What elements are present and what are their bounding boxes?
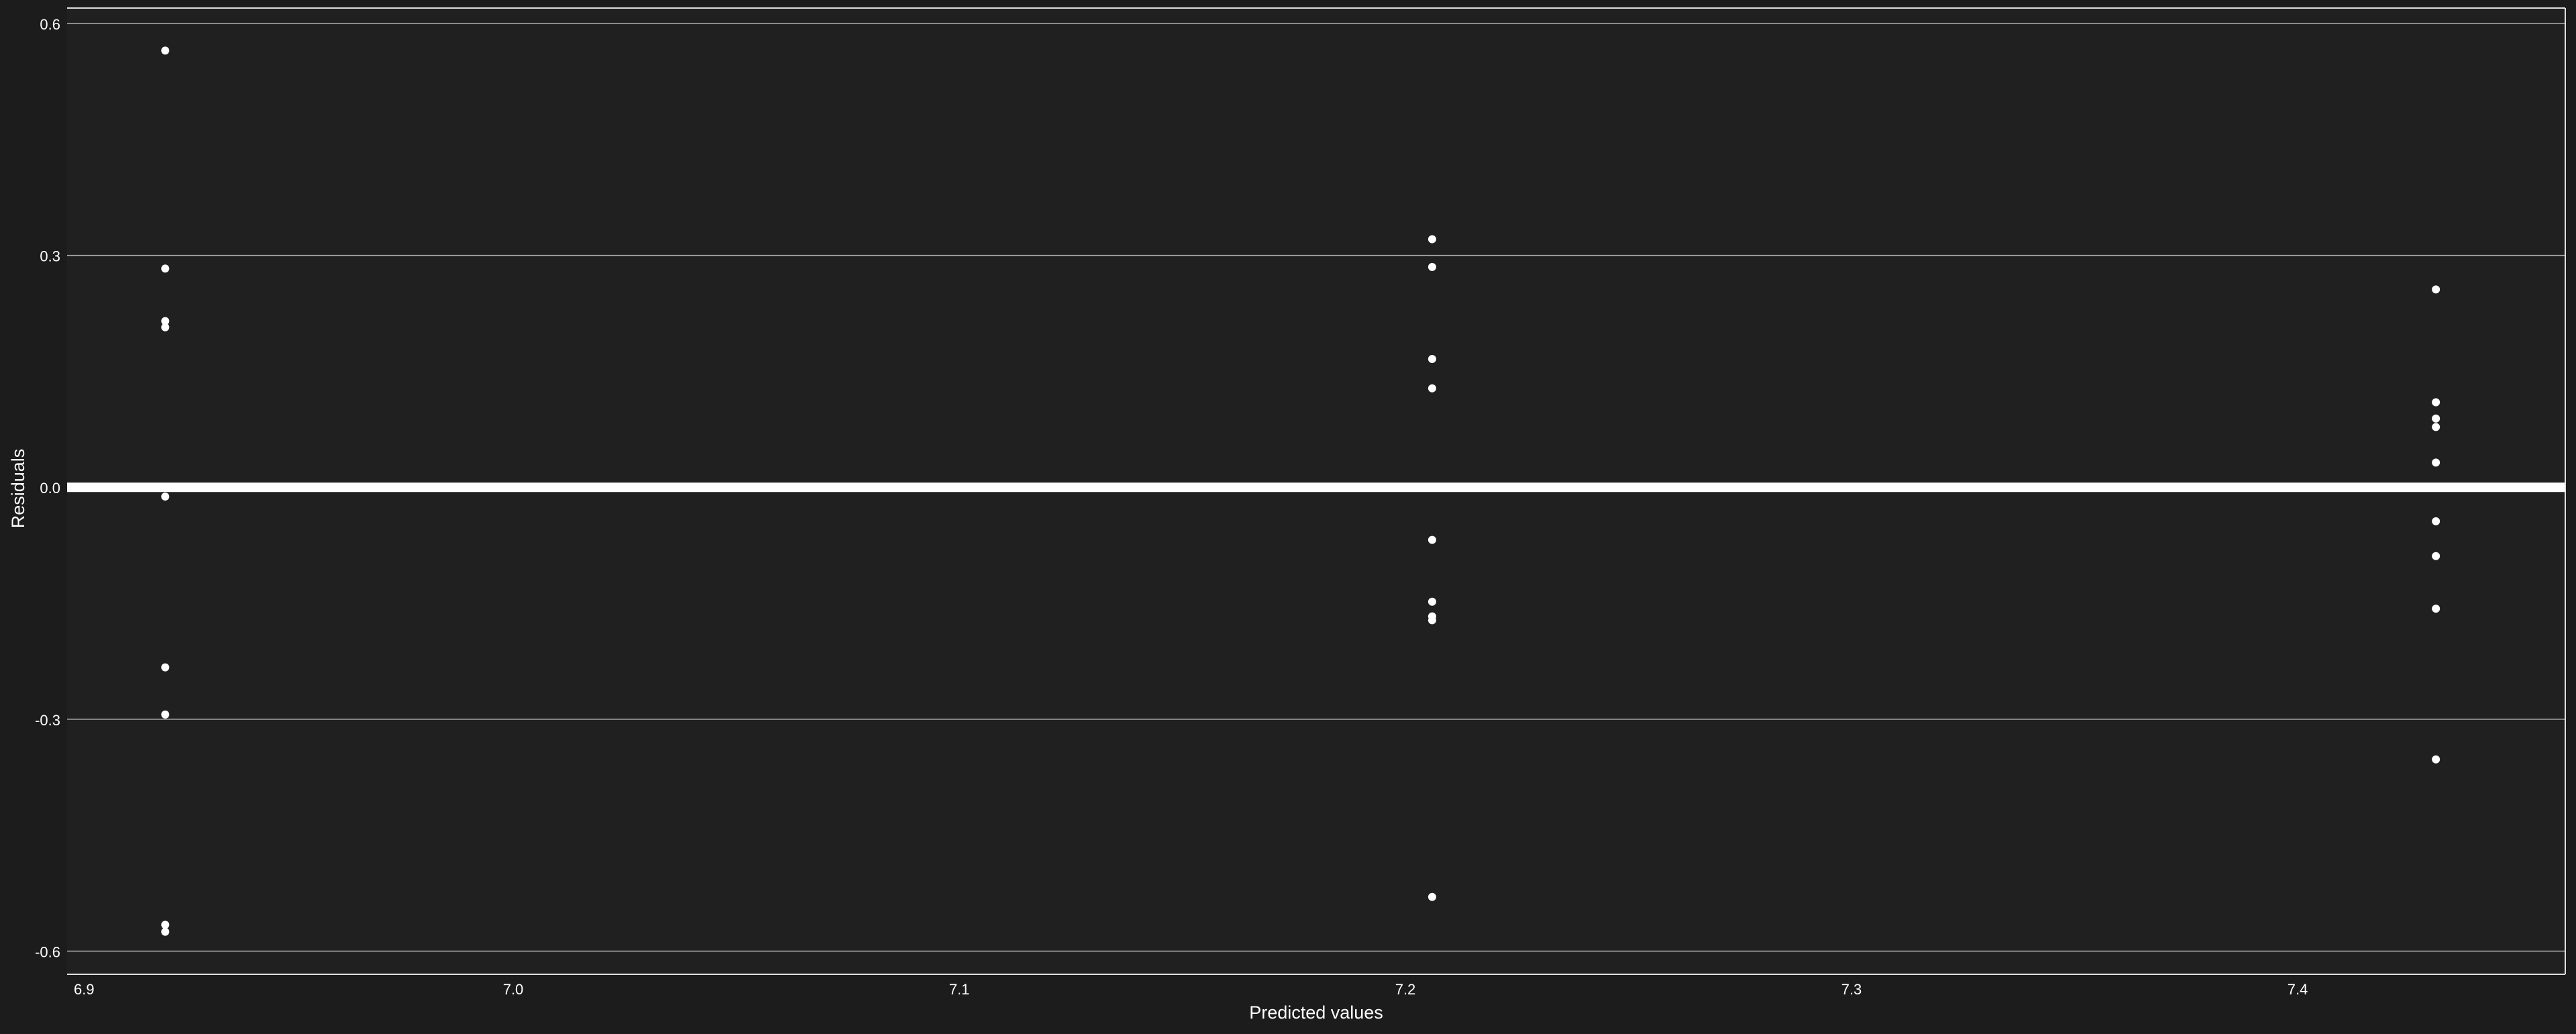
data-point xyxy=(161,921,170,929)
y-tick-label: 0.6 xyxy=(40,16,60,33)
data-point xyxy=(1428,262,1436,271)
y-tick-labels: -0.6 -0.3 0.0 0.3 0.6 xyxy=(35,16,60,960)
data-point xyxy=(2432,552,2440,560)
data-point xyxy=(1428,355,1436,364)
data-point xyxy=(161,710,170,719)
x-tick-label: 7.3 xyxy=(1841,981,1862,998)
x-tick-labels: 6.9 7.0 7.1 7.2 7.3 7.4 xyxy=(74,981,2308,998)
data-point xyxy=(1428,616,1436,625)
data-point xyxy=(1428,597,1436,606)
y-tick-label: -0.6 xyxy=(35,943,60,960)
data-point xyxy=(2432,285,2440,294)
data-point xyxy=(2432,398,2440,407)
data-point xyxy=(161,663,170,672)
x-tick-label: 7.1 xyxy=(949,981,970,998)
x-tick-label: 7.0 xyxy=(503,981,524,998)
data-point xyxy=(1428,892,1436,901)
data-point xyxy=(1428,535,1436,544)
data-point xyxy=(1428,235,1436,244)
data-point xyxy=(161,323,170,331)
data-point xyxy=(161,46,170,55)
data-point xyxy=(2432,414,2440,423)
grid-lines xyxy=(67,23,2565,952)
data-point xyxy=(161,493,170,501)
data-point xyxy=(2432,517,2440,525)
data-point xyxy=(2432,605,2440,613)
data-point xyxy=(161,264,170,273)
data-point xyxy=(2432,423,2440,431)
x-tick-label: 7.2 xyxy=(1395,981,1416,998)
y-axis-label: Residuals xyxy=(8,449,28,529)
y-tick-label: -0.3 xyxy=(35,712,60,729)
data-point xyxy=(161,927,170,936)
data-point xyxy=(1428,384,1436,393)
y-tick-label: 0.3 xyxy=(40,248,60,265)
data-points xyxy=(161,46,2440,936)
data-point xyxy=(161,317,170,325)
y-tick-label: 0.0 xyxy=(40,480,60,497)
data-point xyxy=(2432,755,2440,764)
x-tick-label: 6.9 xyxy=(74,981,95,998)
x-axis-label: Predicted values xyxy=(1249,1002,1383,1023)
data-point xyxy=(2432,458,2440,467)
x-tick-label: 7.4 xyxy=(2288,981,2308,998)
